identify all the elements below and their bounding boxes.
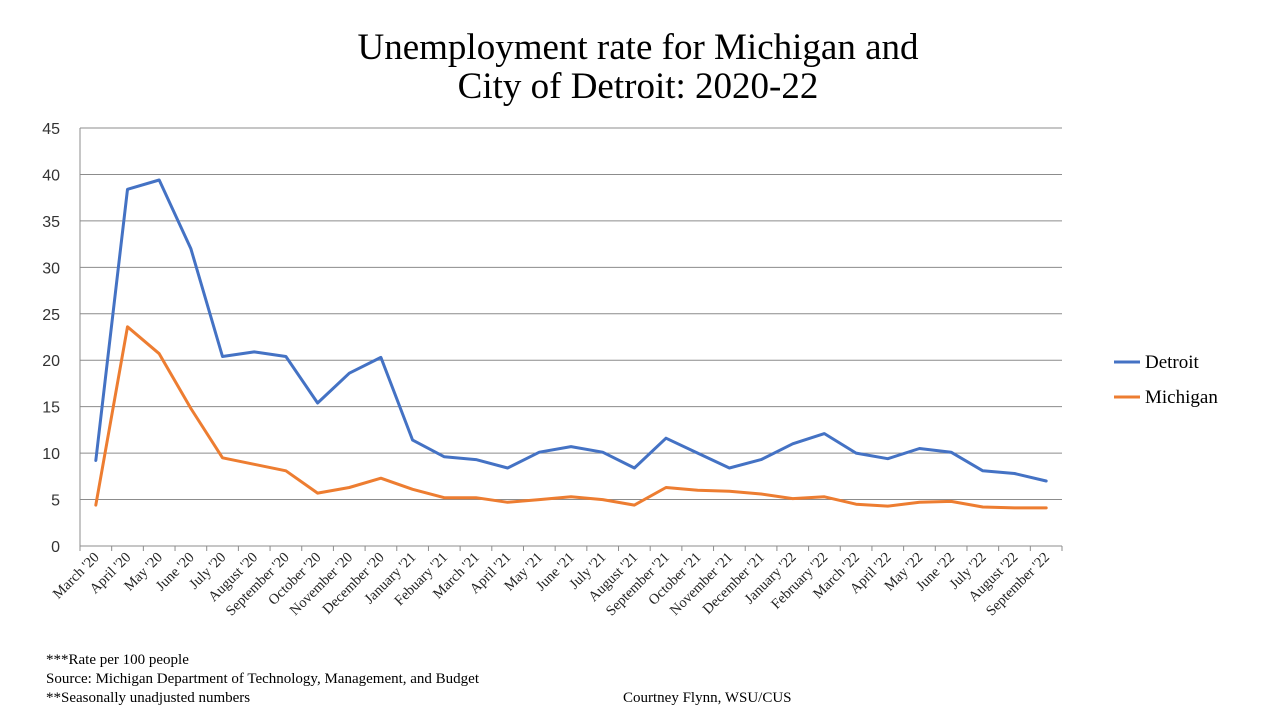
chart-title-line-2: City of Detroit: 2020-22 [457,66,819,107]
series-line-michigan [94,325,1048,510]
legend-label-detroit: Detroit [1145,352,1200,373]
series-line-detroit [94,178,1048,483]
y-tick-label: 35 [42,214,60,231]
y-tick-label: 10 [42,446,60,463]
gridlines [80,127,1062,501]
y-tick-label: 30 [42,260,60,277]
footnote-rate: ***Rate per 100 people [46,652,189,668]
y-tick-label: 0 [51,539,60,556]
y-tick-label: 40 [42,167,60,184]
footnote-source: Source: Michigan Department of Technolog… [46,671,480,687]
chart-title: Unemployment rate for Michigan and City … [0,28,1276,106]
axes [79,128,1063,551]
legend: Detroit Michigan [1114,352,1218,408]
y-tick-label: 5 [51,493,60,510]
footnote-credit: Courtney Flynn, WSU/CUS [623,690,792,706]
footnote-adjustment: **Seasonally unadjusted numbers [46,690,251,706]
y-tick-label: 20 [42,353,60,370]
y-tick-label: 15 [42,400,60,417]
chart-title-line-1: Unemployment rate for Michigan and [357,27,919,68]
y-tick-label: 25 [42,307,60,324]
y-tick-label: 45 [42,121,60,138]
series-lines [94,178,1048,510]
y-tick-labels: 0 5 10 15 20 25 30 35 40 45 [42,121,60,556]
legend-label-michigan: Michigan [1145,387,1218,408]
